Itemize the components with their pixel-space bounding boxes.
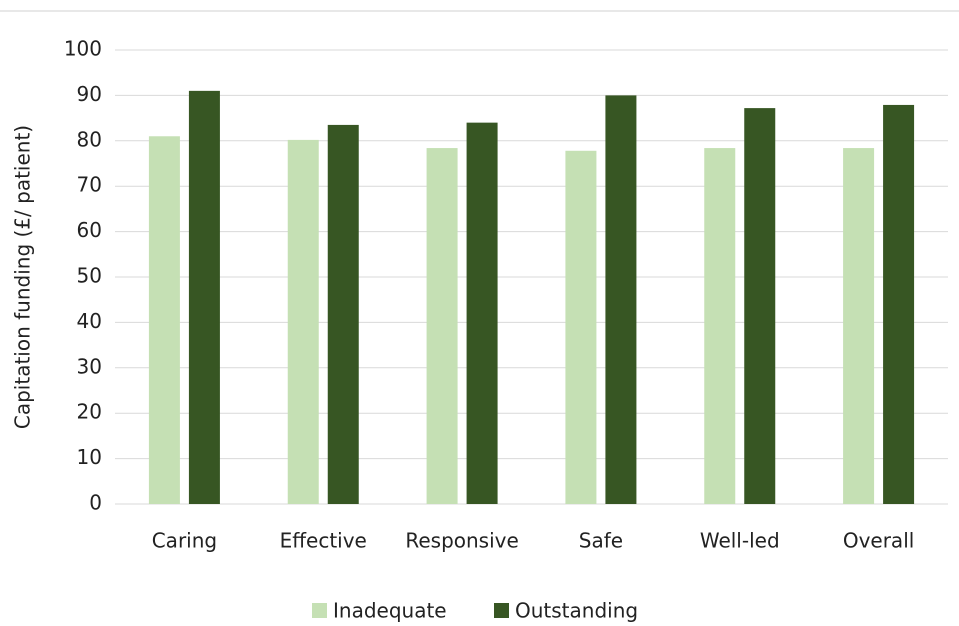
bar [327,124,359,504]
x-tick-label: Responsive [405,529,518,553]
y-tick-label: 100 [64,37,102,61]
bar [188,90,220,505]
x-tick-label: Overall [843,529,914,553]
bar [287,139,319,504]
y-tick-label: 20 [77,400,102,424]
y-tick-label: 50 [77,264,102,288]
bar [744,108,776,504]
bar [426,148,458,504]
bar [605,95,637,505]
y-tick-label: 90 [77,82,102,106]
legend-swatch [312,603,327,618]
bar [843,148,875,504]
legend-label: Outstanding [515,599,638,623]
legend-label: Inadequate [333,599,447,623]
bar [704,148,736,504]
y-tick-label: 10 [77,445,102,469]
y-tick-label: 0 [89,491,102,515]
y-tick-label: 30 [77,354,102,378]
x-tick-label: Caring [152,529,217,553]
x-tick-label: Well-led [700,529,780,553]
bar [883,104,915,505]
x-tick-label: Safe [579,529,623,553]
x-tick-label: Effective [280,529,367,553]
y-tick-label: 40 [77,309,102,333]
y-axis-label: Capitation funding (£/ patient) [11,125,35,429]
y-tick-label: 60 [77,218,102,242]
y-tick-label: 70 [77,173,102,197]
bar [565,150,597,504]
bar [148,136,180,504]
legend-swatch [494,603,509,618]
bar [466,122,498,504]
y-tick-label: 80 [77,127,102,151]
